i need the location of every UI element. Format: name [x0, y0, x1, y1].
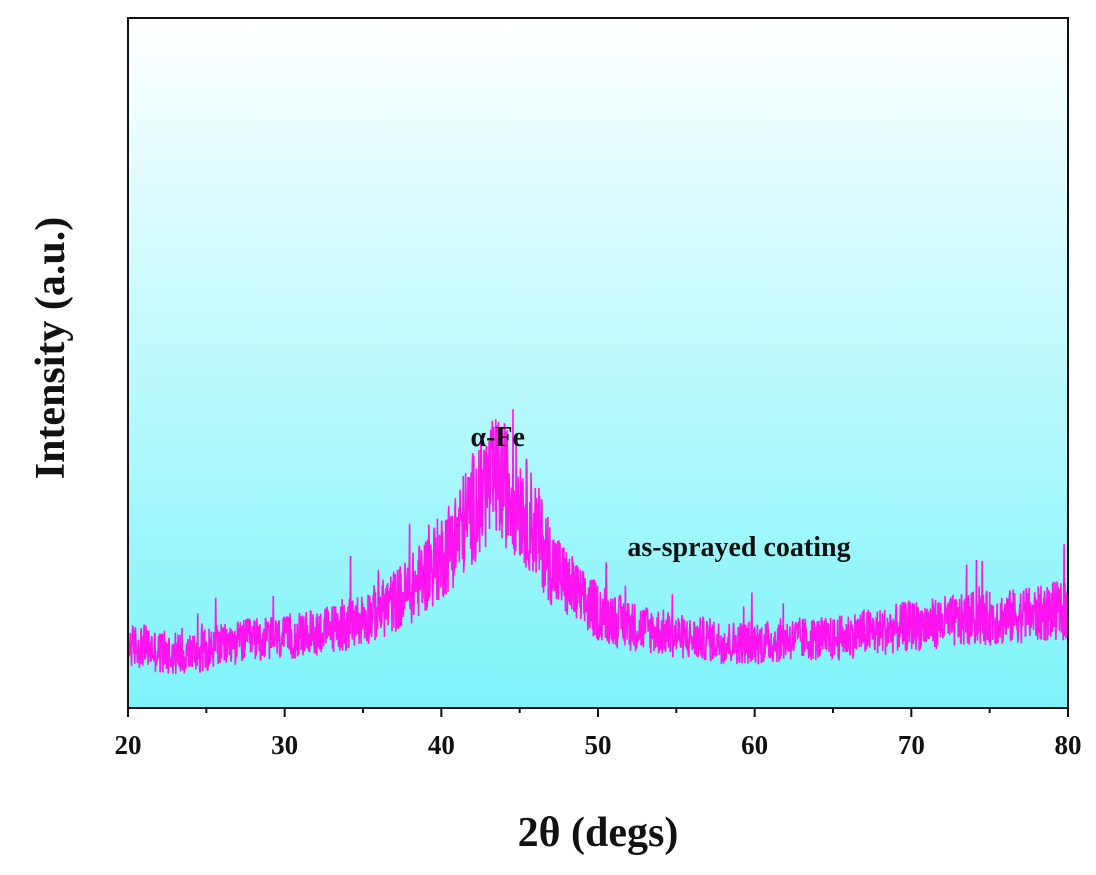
annotation-label: as-sprayed coating	[627, 532, 850, 563]
x-tick-label: 70	[898, 730, 925, 760]
y-axis-title: Intensity (a.u.)	[28, 217, 74, 480]
x-tick-label: 60	[741, 730, 768, 760]
x-tick-label: 50	[585, 730, 612, 760]
x-axis-title: 2θ (degs)	[518, 810, 679, 856]
series-line-0	[128, 409, 1068, 675]
x-tick-label: 80	[1055, 730, 1082, 760]
x-tick-label: 40	[428, 730, 455, 760]
x-tick-label: 20	[115, 730, 142, 760]
annotation-label: α-Fe	[470, 422, 524, 453]
x-tick-label: 30	[271, 730, 298, 760]
